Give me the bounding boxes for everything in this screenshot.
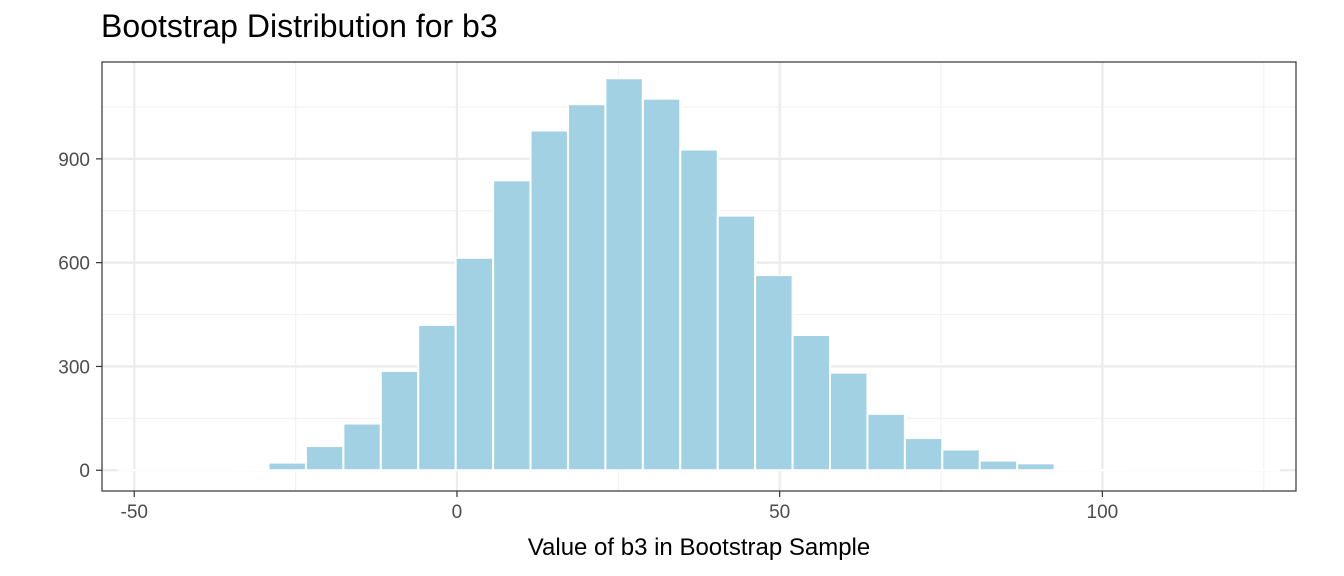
histogram-bar [941,448,981,472]
y-tick-label: 900 [58,150,90,171]
x-tick-label: -50 [121,502,148,523]
histogram-bar [267,461,307,472]
panel-border [101,61,1297,492]
histogram-bar [1016,462,1056,472]
histogram-bar [230,467,270,472]
histogram-bar [716,214,757,472]
histogram-bars [117,77,1281,472]
x-tick-label: 50 [769,502,790,523]
x-tick-label: 100 [1087,502,1119,523]
histogram-bar [641,97,682,472]
histogram-bar [417,323,457,472]
histogram-bar [304,445,345,472]
histogram-bar [529,129,569,472]
x-tick-label: 0 [452,502,463,523]
x-axis-title: Value of b3 in Bootstrap Sample [528,534,870,561]
histogram-bar [604,77,644,472]
histogram-bar [903,437,944,472]
chart-title: Bootstrap Distribution for b3 [101,8,498,44]
histogram-bar [978,459,1019,472]
histogram-bar [1053,468,1094,472]
histogram-bar [342,422,382,472]
histogram-bar [492,179,532,472]
histogram-bar [679,148,719,472]
histogram-bar [866,412,906,472]
histogram-bar [454,256,495,472]
histogram-bar [379,369,420,472]
histogram-bar [754,274,794,472]
histogram-bar [791,333,832,472]
axes: -50 0 50 100 0 300 600 900 [58,150,1118,523]
y-tick-label: 600 [58,254,90,275]
y-tick-label: 0 [79,461,90,482]
y-tick-label: 300 [58,357,90,378]
histogram-bar [829,371,869,472]
histogram-bar [566,103,607,472]
